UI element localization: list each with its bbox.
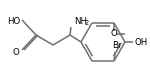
Text: 2: 2	[84, 20, 89, 25]
Text: O: O	[13, 47, 19, 57]
Text: Br: Br	[112, 41, 122, 50]
Text: O: O	[111, 29, 117, 38]
Text: HO: HO	[7, 17, 21, 25]
Text: OH: OH	[134, 38, 148, 46]
Text: NH: NH	[74, 17, 87, 25]
